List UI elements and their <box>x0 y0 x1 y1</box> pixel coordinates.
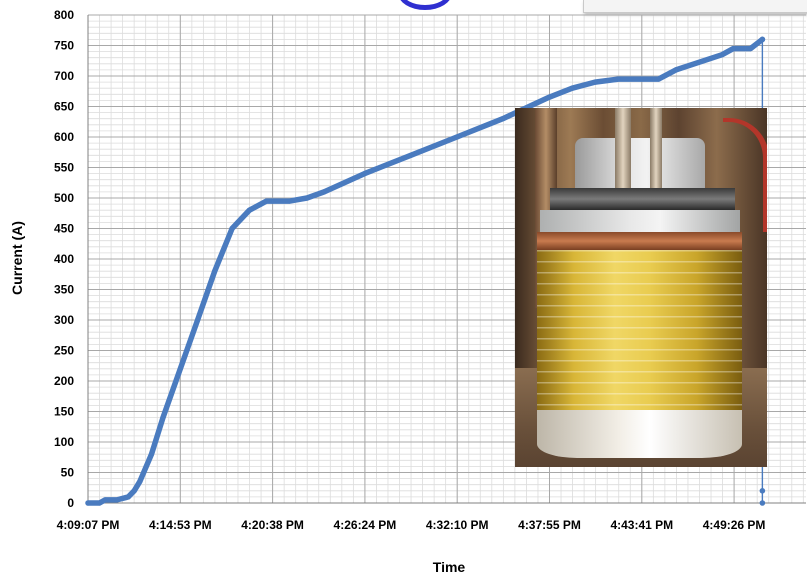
data-point <box>246 207 252 213</box>
data-point <box>730 45 736 52</box>
data-point <box>615 76 621 82</box>
y-tick-labels: 0 50 100 150 200 250 300 350 400 450 500 550 600 650 7… <box>54 8 74 510</box>
data-point <box>748 45 754 52</box>
data-point <box>137 479 143 485</box>
y-tick-label: 600 <box>54 130 74 144</box>
y-tick-label: 750 <box>54 39 74 53</box>
data-point <box>408 152 414 158</box>
y-tick-label: 650 <box>54 100 74 114</box>
x-tick-label: 4:43:41 PM <box>610 518 673 532</box>
data-point <box>287 198 293 204</box>
y-tick-label: 200 <box>54 374 74 388</box>
data-point <box>362 171 368 177</box>
data-point <box>96 500 103 506</box>
data-point <box>719 52 725 58</box>
photo-copper-ring <box>537 232 742 250</box>
data-point <box>114 497 120 503</box>
x-tick-label: 4:20:38 PM <box>241 518 304 532</box>
photo-coil-windings <box>537 250 742 410</box>
data-point <box>500 116 506 122</box>
y-tick-label: 550 <box>54 161 74 175</box>
data-point <box>195 317 201 323</box>
data-point <box>304 195 310 201</box>
y-tick-label: 150 <box>54 405 74 419</box>
data-point <box>454 134 460 140</box>
data-point <box>148 451 155 457</box>
data-point <box>258 201 264 207</box>
photo-rod <box>650 108 662 198</box>
data-point <box>656 76 662 82</box>
data-point <box>263 198 270 204</box>
y-tick-label: 400 <box>54 252 74 266</box>
data-point <box>321 189 327 195</box>
y-tick-label: 700 <box>54 69 74 83</box>
x-tick-label: 4:26:24 PM <box>334 518 397 532</box>
y-axis-title: Current (A) <box>9 221 25 295</box>
x-tick-label: 4:32:10 PM <box>426 518 489 532</box>
data-point <box>125 494 131 500</box>
data-point <box>638 76 644 82</box>
data-point <box>569 85 575 91</box>
data-point <box>592 79 598 85</box>
coil-photo <box>515 108 767 467</box>
y-tick-label: 800 <box>54 8 74 22</box>
y-tick-label: 100 <box>54 435 74 449</box>
x-tick-label: 4:14:53 PM <box>149 518 212 532</box>
x-tick-label: 4:37:55 PM <box>518 518 581 532</box>
data-point <box>131 488 137 494</box>
photo-plate <box>550 188 735 210</box>
data-point <box>673 67 679 73</box>
data-point <box>546 94 552 100</box>
y-tick-label: 350 <box>54 283 74 297</box>
y-tick-label: 450 <box>54 222 74 236</box>
series-layer <box>85 36 766 506</box>
data-point <box>160 415 166 421</box>
data-point <box>177 366 183 372</box>
photo-base <box>537 410 742 458</box>
header-box <box>583 0 807 13</box>
x-axis-title: Time <box>433 559 466 575</box>
x-tick-label: 4:09:07 PM <box>57 518 120 532</box>
drop-line-marker <box>759 36 766 43</box>
y-tick-label: 300 <box>54 313 74 327</box>
x-tick-labels: 4:09:07 PM 4:14:53 PM 4:20:38 PM 4:26:24 PM… <box>57 518 766 532</box>
data-point <box>102 497 108 503</box>
y-tick-label: 0 <box>67 496 74 510</box>
drop-line-marker <box>759 500 766 506</box>
data-point <box>229 225 235 232</box>
data-point <box>85 500 91 506</box>
y-tick-label: 250 <box>54 344 74 358</box>
y-tick-label: 500 <box>54 191 74 205</box>
data-point <box>269 198 275 204</box>
x-tick-label: 4:49:26 PM <box>703 518 766 532</box>
data-point <box>212 268 218 274</box>
y-tick-label: 50 <box>61 466 75 480</box>
drop-line-marker <box>759 488 766 494</box>
